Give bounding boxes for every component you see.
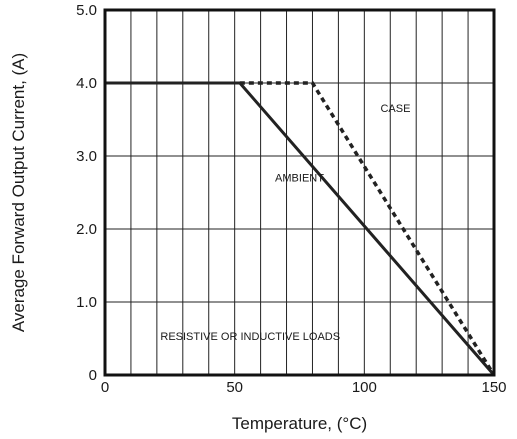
y-tick-label: 5.0 — [76, 2, 97, 19]
annotation-label: AMBIENT — [275, 173, 324, 185]
x-tick-labels: 0 50 100 150 — [101, 379, 507, 396]
grid-lines — [105, 10, 494, 375]
y-tick-label: 2.0 — [76, 221, 97, 238]
y-tick-label: 3.0 — [76, 148, 97, 165]
y-tick-label: 1.0 — [76, 294, 97, 311]
y-tick-label: 4.0 — [76, 75, 97, 92]
annotation-label: RESISTIVE OR INDUCTIVE LOADS — [160, 331, 340, 343]
y-tick-label: 0 — [89, 367, 97, 384]
x-tick-label: 0 — [101, 379, 109, 396]
y-axis-label: Average Forward Output Current, (A) — [9, 53, 28, 332]
y-tick-labels: 0 1.0 2.0 3.0 4.0 5.0 — [76, 2, 97, 384]
annotations: AMBIENT CASE RESISTIVE OR INDUCTIVE LOADS — [160, 103, 410, 343]
series-layer — [105, 81, 496, 376]
annotation-label: CASE — [380, 103, 410, 115]
x-tick-label: 150 — [481, 379, 506, 396]
series-line-case — [239, 81, 496, 376]
x-tick-label: 50 — [226, 379, 243, 396]
plot-frame — [103, 8, 496, 377]
x-axis-label: Temperature, (°C) — [232, 414, 367, 433]
x-tick-label: 100 — [352, 379, 377, 396]
